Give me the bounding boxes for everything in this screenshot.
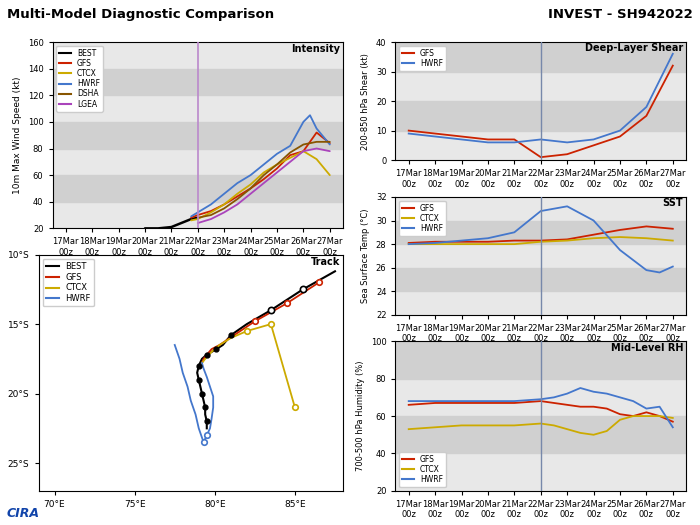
Bar — [395, 101, 686, 131]
Bar — [52, 69, 343, 95]
Y-axis label: 200-850 hPa Shear (kt): 200-850 hPa Shear (kt) — [361, 52, 370, 150]
Text: INVEST - SH942022: INVEST - SH942022 — [548, 8, 693, 21]
Text: Multi-Model Diagnostic Comparison: Multi-Model Diagnostic Comparison — [7, 8, 274, 21]
Y-axis label: 700-500 hPa Humidity (%): 700-500 hPa Humidity (%) — [356, 361, 365, 471]
Bar — [395, 220, 686, 244]
Legend: GFS, CTCX, HWRF: GFS, CTCX, HWRF — [399, 452, 446, 487]
Bar — [52, 122, 343, 149]
Legend: BEST, GFS, CTCX, HWRF: BEST, GFS, CTCX, HWRF — [43, 259, 94, 307]
Text: Intensity: Intensity — [291, 44, 340, 54]
Bar — [395, 341, 686, 379]
Y-axis label: Sea Surface Temp (°C): Sea Surface Temp (°C) — [361, 208, 370, 303]
Bar — [395, 268, 686, 291]
Text: CIRA: CIRA — [7, 507, 40, 520]
Text: Deep-Layer Shear: Deep-Layer Shear — [584, 43, 683, 53]
Bar — [395, 42, 686, 71]
Text: SST: SST — [662, 198, 683, 208]
Text: Track: Track — [311, 257, 340, 267]
Legend: GFS, HWRF: GFS, HWRF — [399, 46, 446, 71]
Bar — [395, 416, 686, 454]
Y-axis label: 10m Max Wind Speed (kt): 10m Max Wind Speed (kt) — [13, 77, 22, 194]
Text: Mid-Level RH: Mid-Level RH — [610, 343, 683, 353]
Legend: BEST, GFS, CTCX, HWRF, DSHA, LGEA: BEST, GFS, CTCX, HWRF, DSHA, LGEA — [56, 46, 103, 112]
Bar — [52, 175, 343, 202]
Legend: GFS, CTCX, HWRF: GFS, CTCX, HWRF — [399, 201, 446, 236]
